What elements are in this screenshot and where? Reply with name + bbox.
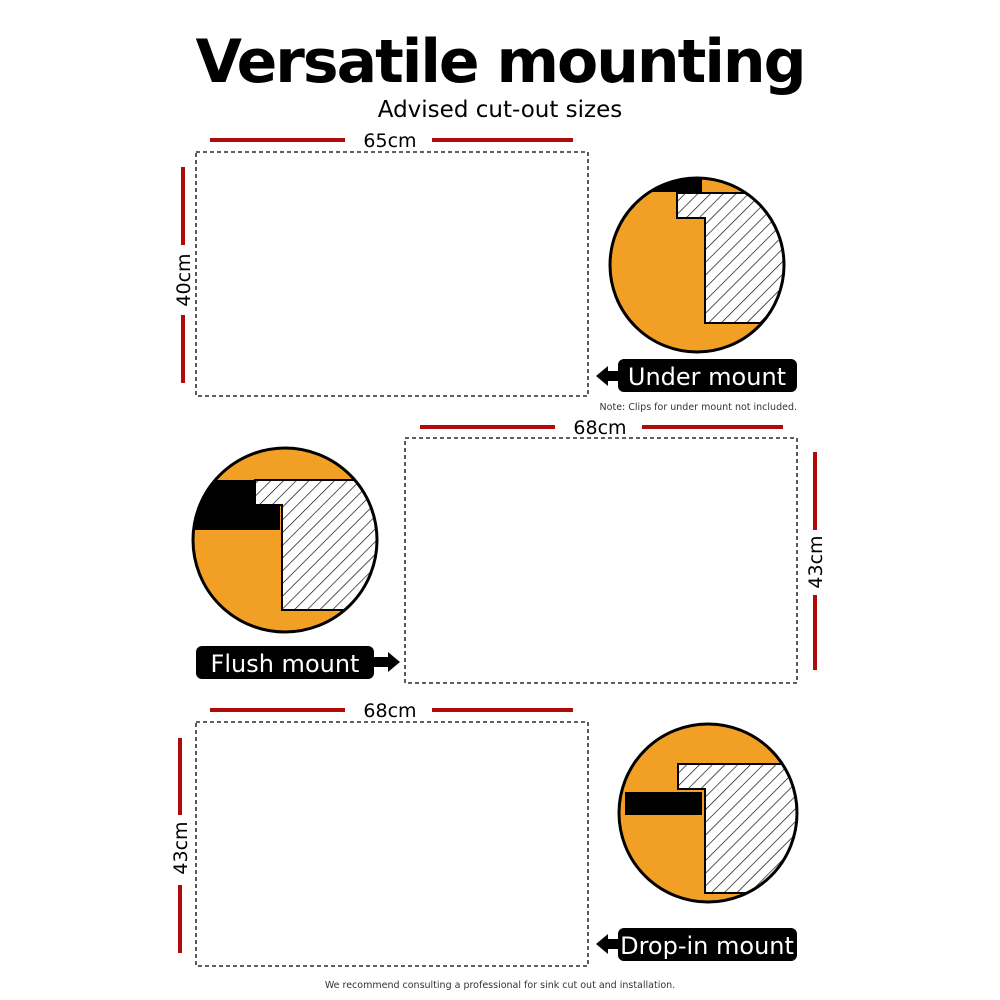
under-mount-section: 65cm 40cm Under mount Note: Clips for un… xyxy=(173,130,797,413)
page-subtitle: Advised cut-out sizes xyxy=(378,97,623,123)
drop-in-mount-section: 68cm 43cm Drop-in mount xyxy=(170,700,799,967)
arrow-left-icon xyxy=(596,934,620,954)
cutout-outline xyxy=(195,151,589,397)
under-mount-diagram xyxy=(608,176,786,354)
drop-in-mount-diagram xyxy=(617,722,799,904)
height-label: 43cm xyxy=(805,535,827,588)
cutout-outline xyxy=(404,437,798,684)
arrow-left-icon xyxy=(596,366,620,386)
flush-mount-diagram xyxy=(191,446,379,634)
height-label: 40cm xyxy=(173,253,195,306)
flush-mount-section: 68cm 43cm Flush mount xyxy=(191,417,827,684)
under-mount-label: Under mount xyxy=(596,359,797,392)
height-label: 43cm xyxy=(170,821,192,874)
width-label: 68cm xyxy=(573,417,626,439)
width-label: 65cm xyxy=(363,130,416,152)
svg-text:Under mount: Under mount xyxy=(628,363,786,391)
flush-mount-label: Flush mount xyxy=(196,646,400,679)
dimension-lines xyxy=(420,425,817,670)
svg-text:Flush mount: Flush mount xyxy=(211,650,360,678)
svg-text:Drop-in mount: Drop-in mount xyxy=(620,932,794,960)
cutout-outline xyxy=(195,721,589,967)
page-title: Versatile mounting xyxy=(195,27,804,97)
arrow-right-icon xyxy=(374,652,400,672)
dimension-lines xyxy=(178,708,573,953)
footer-note: We recommend consulting a professional f… xyxy=(325,980,675,991)
width-label: 68cm xyxy=(363,700,416,722)
clips-note: Note: Clips for under mount not included… xyxy=(600,402,797,413)
drop-in-mount-label: Drop-in mount xyxy=(596,928,797,961)
dimension-lines xyxy=(181,138,573,383)
